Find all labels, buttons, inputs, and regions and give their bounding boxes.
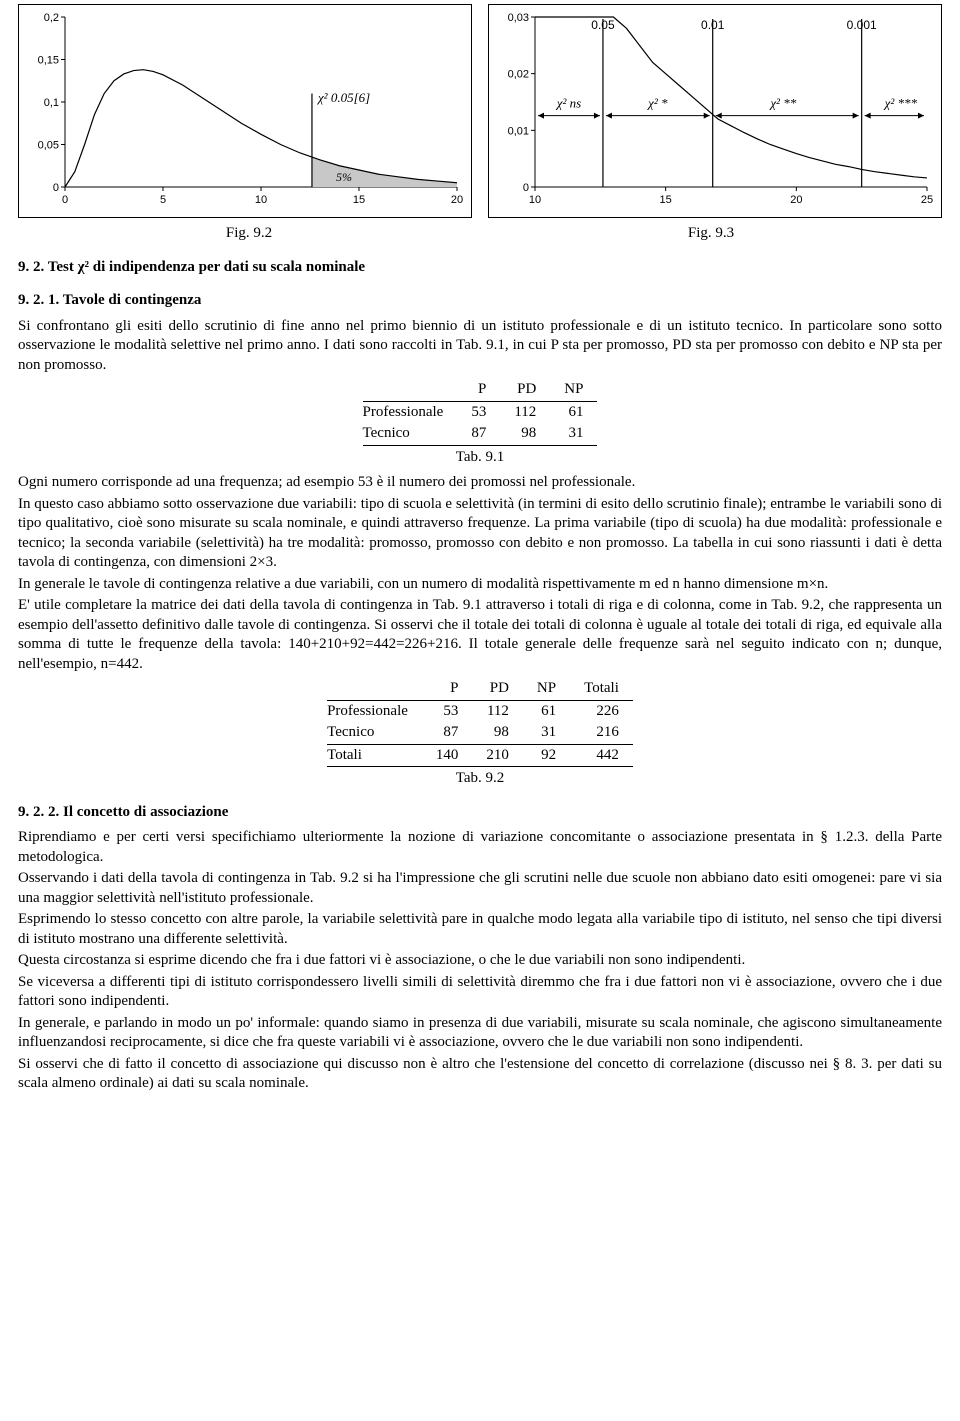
svg-text:5%: 5% — [336, 170, 352, 184]
svg-text:0.01: 0.01 — [701, 18, 725, 32]
svg-text:χ² ns: χ² ns — [555, 96, 581, 111]
svg-text:15: 15 — [660, 194, 672, 206]
col-header: P — [422, 678, 473, 700]
table-cell: 98 — [500, 423, 550, 445]
svg-text:0: 0 — [62, 194, 68, 206]
table-cell: 61 — [523, 700, 570, 722]
svg-text:15: 15 — [353, 194, 365, 206]
table-cell: 87 — [422, 722, 473, 744]
svg-text:0,03: 0,03 — [508, 12, 529, 24]
svg-text:χ² 0.05[6]: χ² 0.05[6] — [316, 90, 370, 105]
svg-text:10: 10 — [255, 194, 267, 206]
para-922-g: Si osservi che di fatto il concetto di a… — [18, 1055, 942, 1094]
section-9-2-title: 9. 2. Test χ² di indipendenza per dati s… — [18, 258, 942, 278]
table-cell: 226 — [570, 700, 633, 722]
table-9-2-caption: Tab. 9.2 — [18, 769, 942, 789]
svg-text:χ² **: χ² ** — [768, 96, 796, 111]
para-922-c: Esprimendo lo stesso concetto con altre … — [18, 910, 942, 949]
para-922-d: Questa circostanza si esprime dicendo ch… — [18, 951, 942, 971]
table-cell: 140 — [422, 744, 473, 767]
svg-text:0,02: 0,02 — [508, 69, 529, 81]
svg-text:10: 10 — [529, 194, 541, 206]
para-922-a: Riprendiamo e per certi versi specifichi… — [18, 828, 942, 867]
figure-9-3: 0 0,01 0,02 0,03 10 15 20 25 0.05 0.01 0.001 χ² ns χ… — [488, 4, 942, 218]
figure-9-3-caption: Fig. 9.3 — [480, 224, 942, 244]
para-921-b3: In generale le tavole di contingenza rel… — [18, 575, 942, 595]
svg-text:0,01: 0,01 — [508, 125, 529, 137]
table-cell: 216 — [570, 722, 633, 744]
figure-9-2-caption: Fig. 9.2 — [18, 224, 480, 244]
row-label: Tecnico — [363, 423, 458, 445]
table-cell: 31 — [523, 722, 570, 744]
table-9-2: PPDNPTotaliProfessionale5311261226Tecnic… — [327, 678, 633, 767]
svg-text:0,05: 0,05 — [38, 140, 59, 152]
svg-text:25: 25 — [921, 194, 933, 206]
para-921-b4: E' utile completare la matrice dei dati … — [18, 596, 942, 674]
figure-9-2: 0 0,05 0,1 0,15 0,2 0 5 10 15 20 χ² 0.05[6] 5% — [18, 4, 472, 218]
para-922-b: Osservando i dati della tavola di contin… — [18, 869, 942, 908]
para-921-a: Si confrontano gli esiti dello scrutinio… — [18, 317, 942, 376]
col-header: P — [457, 379, 500, 401]
table-cell: 442 — [570, 744, 633, 767]
table-cell: 92 — [523, 744, 570, 767]
table-cell: 53 — [457, 401, 500, 423]
section-9-2-1-title: 9. 2. 1. Tavole di contingenza — [18, 291, 942, 311]
table-cell: 53 — [422, 700, 473, 722]
svg-text:0,15: 0,15 — [38, 55, 59, 67]
col-header: NP — [550, 379, 597, 401]
table-cell: 112 — [500, 401, 550, 423]
para-922-f: In generale, e parlando in modo un po' i… — [18, 1014, 942, 1053]
col-header: Totali — [570, 678, 633, 700]
table-cell: 31 — [550, 423, 597, 445]
row-label: Professionale — [363, 401, 458, 423]
col-header: PD — [500, 379, 550, 401]
svg-text:0,1: 0,1 — [44, 97, 59, 109]
col-header: NP — [523, 678, 570, 700]
svg-text:0.001: 0.001 — [847, 18, 877, 32]
row-label: Tecnico — [327, 722, 422, 744]
table-9-1-caption: Tab. 9.1 — [18, 448, 942, 468]
svg-text:0.05: 0.05 — [591, 18, 615, 32]
col-header: PD — [472, 678, 523, 700]
svg-text:5: 5 — [160, 194, 166, 206]
svg-text:0: 0 — [523, 182, 529, 194]
svg-text:20: 20 — [451, 194, 463, 206]
table-cell: 210 — [472, 744, 523, 767]
row-label: Professionale — [327, 700, 422, 722]
row-label: Totali — [327, 744, 422, 767]
svg-text:χ² ***: χ² *** — [883, 96, 918, 111]
svg-text:0: 0 — [53, 182, 59, 194]
table-9-1: PPDNP Professionale5311261 Tecnico879831 — [363, 379, 598, 446]
para-921-b1: Ogni numero corrisponde ad una frequenza… — [18, 473, 942, 493]
svg-text:χ² *: χ² * — [646, 96, 668, 111]
para-922-e: Se viceversa a differenti tipi di istitu… — [18, 973, 942, 1012]
table-cell: 112 — [472, 700, 523, 722]
table-cell: 61 — [550, 401, 597, 423]
table-cell: 98 — [472, 722, 523, 744]
section-9-2-2-title: 9. 2. 2. Il concetto di associazione — [18, 803, 942, 823]
svg-text:20: 20 — [790, 194, 802, 206]
svg-text:0,2: 0,2 — [44, 12, 59, 24]
para-921-b2: In questo caso abbiamo sotto osservazion… — [18, 495, 942, 573]
table-cell: 87 — [457, 423, 500, 445]
